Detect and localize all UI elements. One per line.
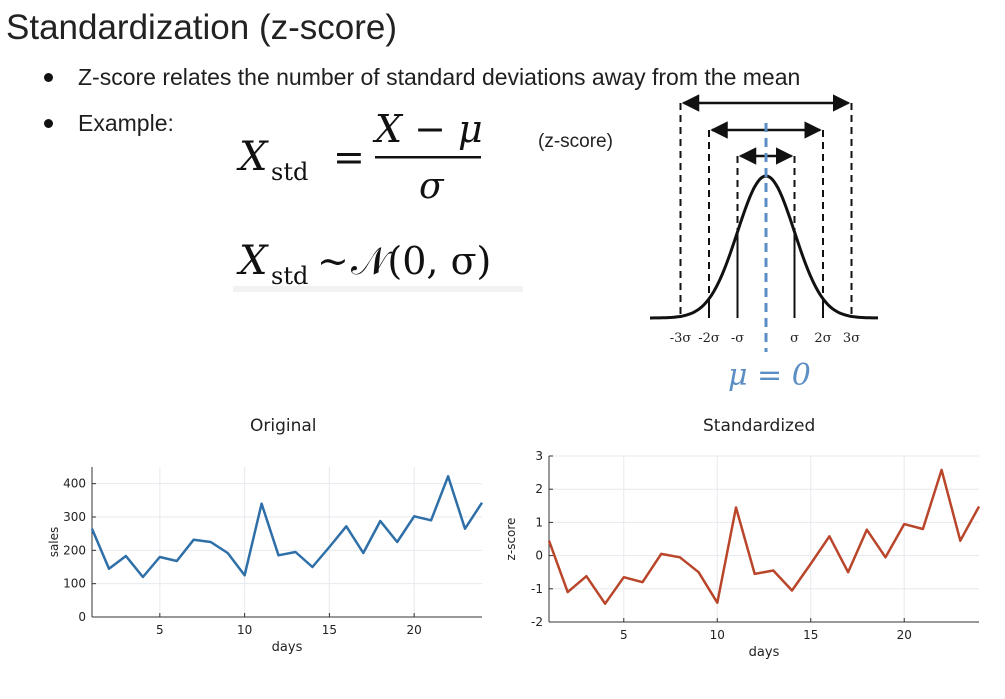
formula1-equals: = (333, 135, 365, 179)
x-axis-label: days (272, 640, 303, 655)
chart-title-original: Original (250, 416, 317, 436)
chart-standardized: -2 -1 0 1 2 3 5 10 15 20 days z-score (505, 449, 981, 660)
sigma-tick-label: 2σ (814, 331, 831, 346)
formula2-rhs: 𝒩(0, σ) (351, 239, 491, 283)
x-axis-label: days (749, 645, 780, 660)
series-line (90, 475, 484, 579)
y-tick-label: 3 (535, 449, 543, 463)
y-tick-label: 100 (63, 577, 86, 591)
y-axis-label: z-score (505, 518, 518, 561)
chart-title-standardized: Standardized (703, 416, 816, 436)
y-tick-label: 400 (63, 477, 86, 491)
x-tick-label: 5 (620, 628, 628, 642)
sigma-tick-label: 3σ (843, 331, 860, 346)
sigma-tick-label: σ (790, 331, 799, 346)
x-tick-label: 10 (237, 623, 252, 637)
y-tick-label: 300 (63, 510, 86, 524)
sigma-tick-label: -3σ (670, 331, 692, 346)
formula1-fraction-bar (375, 156, 481, 159)
x-tick-label: 15 (322, 623, 337, 637)
zscore-label: (z-score) (538, 131, 613, 152)
y-tick-label: 1 (535, 515, 543, 529)
slide-title: Standardization (z-score) (6, 8, 397, 47)
bullet-zscore-definition: Z-score relates the number of standard d… (44, 64, 964, 94)
bullet-dot-icon (44, 119, 53, 128)
y-tick-label: -1 (531, 582, 543, 596)
sigma-tick-label: -2σ (698, 331, 720, 346)
chart-original: 0 100 200 300 400 5 10 15 20 days sales (47, 467, 484, 655)
x-tick-label: 5 (156, 623, 164, 637)
formula-block: X std = X − μ σ X std ∼ 𝒩(0, σ) (233, 107, 523, 292)
formula2-lhs-var: X (236, 238, 269, 284)
formula1-numerator: X − μ (372, 107, 483, 151)
x-tick-label: 10 (710, 628, 725, 642)
y-tick-label: 200 (63, 543, 86, 557)
y-axis-label: sales (47, 527, 61, 558)
bullet-text: Example: (78, 110, 174, 136)
x-tick-label: 15 (803, 628, 818, 642)
sigma-tick-label: -σ (731, 331, 744, 346)
bell-curve-diagram: -3σ -2σ -σ σ 2σ 3σ (650, 94, 878, 352)
x-tick-label: 20 (897, 628, 912, 642)
formula2-lhs-sub: std (271, 262, 308, 290)
bullet-text: Z-score relates the number of standard d… (78, 64, 801, 90)
formula2-sim: ∼ (317, 239, 349, 283)
formula1-lhs-var: X (236, 134, 269, 180)
series-line (547, 468, 981, 605)
y-tick-label: 0 (78, 610, 86, 624)
y-tick-label: 2 (535, 482, 543, 496)
y-tick-label: -2 (531, 615, 543, 629)
bell-curve (650, 174, 878, 320)
formula1-lhs-sub: std (271, 158, 308, 186)
y-tick-label: 0 (535, 549, 543, 563)
bullet-dot-icon (44, 73, 53, 82)
formula-shadow (233, 286, 523, 292)
bullet-example: Example: (44, 110, 244, 140)
mean-label: μ = 0 (728, 358, 811, 393)
x-tick-label: 20 (407, 623, 422, 637)
formula1-denominator: σ (419, 166, 445, 207)
